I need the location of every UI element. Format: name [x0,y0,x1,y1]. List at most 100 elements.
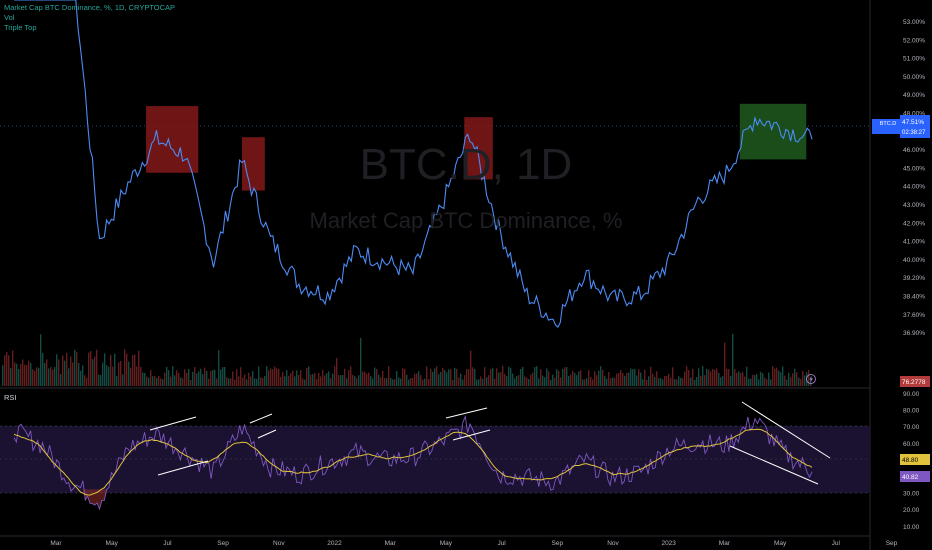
volume-bar [354,376,356,386]
volume-bar [8,355,10,386]
volume-bar [364,371,366,386]
volume-bar [122,374,124,386]
volume-bar [754,375,756,386]
trendline[interactable] [257,429,277,439]
volume-bar [626,373,628,386]
volume-bar [204,367,206,386]
volume-bar [530,374,532,386]
volume-bar [602,369,604,386]
vol-indicator-label[interactable]: Vol [4,13,15,22]
volume-bar [154,376,156,386]
volume-bar [140,366,142,386]
time-tick-label: Jul [163,540,172,547]
volume-bar [516,375,518,386]
volume-bar [422,379,424,386]
volume-bar [652,373,654,386]
volume-bar [632,369,634,386]
volume-bar [634,368,636,386]
volume-bar [718,372,720,386]
volume-bar [724,342,726,386]
time-tick-label: 2022 [327,540,342,547]
volume-bar [200,368,202,386]
trendlines[interactable] [149,401,831,485]
volume-bar [192,371,194,386]
trendline[interactable] [741,401,831,459]
volume-bar [672,367,674,386]
time-tick-label: Mar [50,540,62,547]
volume-bar [772,366,774,386]
volume-bar [514,378,516,386]
volume-bar [190,379,192,386]
volume-bar [400,378,402,386]
volume-bar [768,372,770,386]
volume-bar [690,377,692,386]
pattern-label[interactable]: Triple Top [4,23,37,32]
volume-bar [252,371,254,386]
volume-bar [230,378,232,386]
volume-bar [366,373,368,386]
volume-bar [722,376,724,386]
volume-bar [504,374,506,386]
volume-bar [470,350,472,386]
volume-bar [314,372,316,386]
volume-bar [330,378,332,386]
volume-bar [30,363,32,386]
volume-bar [788,372,790,386]
volume-bar [58,359,60,386]
trendline[interactable] [149,416,197,431]
volume-bar [82,365,84,386]
volume-bar [12,350,14,386]
volume-bar [520,369,522,386]
volume-bar [478,379,480,386]
volume-bar [580,370,582,386]
volume-bar [518,374,520,386]
volume-bar [130,367,132,386]
trendline[interactable] [157,460,209,476]
price-tick-label: 44.00% [903,184,925,191]
volume-bar [714,369,716,386]
top-box[interactable] [464,117,493,180]
price-axis[interactable]: 53.00%52.00%51.00%50.00%49.00%48.00%47.0… [903,19,925,337]
volume-bar [304,379,306,386]
volume-bar [278,369,280,386]
lightning-icon[interactable] [806,374,816,384]
volume-bar [414,373,416,386]
volume-bar [372,378,374,386]
volume-bar [614,377,616,386]
volume-bar [550,379,552,386]
volume-bar [20,363,22,386]
volume-bar [774,368,776,386]
rsi-ma-tag: 48.80 [900,454,930,465]
volume-bar [564,367,566,386]
volume-bar [790,377,792,386]
volume-bar [316,379,318,386]
volume-bar [152,376,154,386]
trendline[interactable] [445,407,488,419]
rsi-tick-label: 70.00 [903,424,920,431]
rsi-ma-value: 48.80 [902,457,919,464]
symbol-title[interactable]: Market Cap BTC Dominance, %, 1D, CRYPTOC… [4,3,176,12]
volume-bar [474,368,476,386]
chart-legend[interactable]: Market Cap BTC Dominance, %, 1D, CRYPTOC… [4,3,175,33]
trendline[interactable] [729,445,819,485]
volume-bar [258,366,260,386]
volume-bar [148,377,150,386]
volume-bar [676,379,678,386]
volume-bar [10,368,12,386]
volume-bar [22,359,24,386]
volume-bar [234,379,236,386]
volume-bar [328,371,330,386]
volume-bar [308,366,310,386]
time-axis[interactable]: Mar May Jul Sep Nov 2022 Mar May Jul Sep Nov 2023 Ma… [50,540,897,547]
volume-bar [546,368,548,386]
rsi-title[interactable]: RSI [4,393,17,402]
trendline[interactable] [452,429,491,441]
volume-bar [654,377,656,386]
volume-bar [802,370,804,386]
volume-bar [370,376,372,386]
volume-bar [600,366,602,386]
volume-bar [88,352,90,386]
consolidation-box[interactable] [739,103,807,160]
trendline[interactable] [249,413,273,424]
